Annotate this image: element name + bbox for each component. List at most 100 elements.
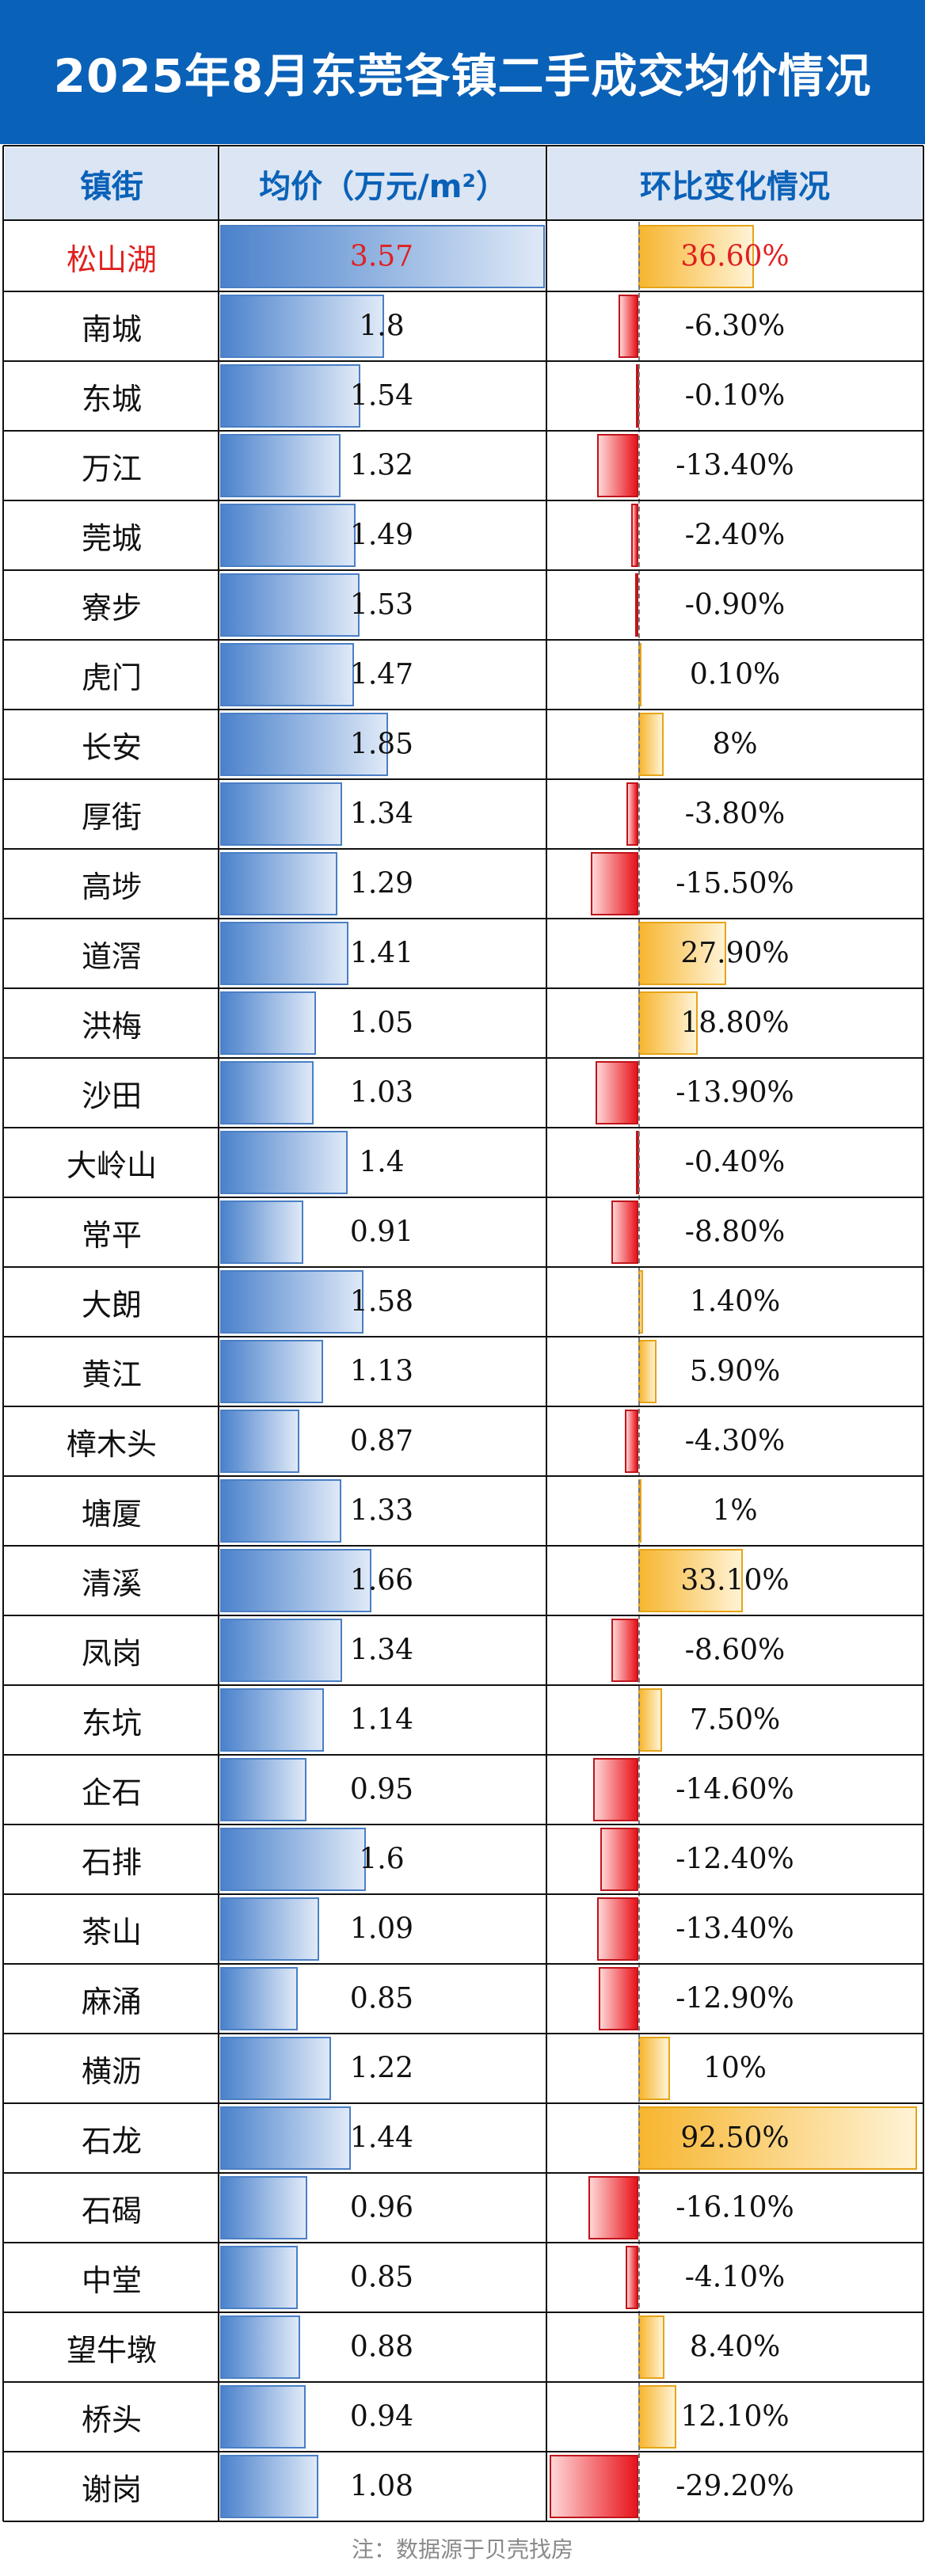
page-title: 2025年8月东莞各镇二手成交均价情况 [0,0,925,144]
price-bar [220,2455,319,2518]
grid-line [3,987,923,989]
town-name: 谢岗 [81,2471,142,2507]
town-name: 长安 [81,729,142,765]
change-bar-positive [638,922,727,985]
price-label: 3.57 [349,240,414,273]
price-bar [220,782,342,846]
price-label: 1.08 [349,2470,414,2503]
change-label: -3.80% [684,797,786,831]
price-label: 1.03 [349,1076,414,1109]
change-label: -29.20% [676,2470,794,2503]
price-label: 1.54 [349,379,414,413]
price-label: 1.53 [349,588,414,622]
town-name: 寮步 [81,590,142,626]
grid-line [3,2451,923,2452]
town-name: 常平 [81,1217,142,1253]
price-label: 0.96 [349,2191,414,2224]
price-bar [220,2037,332,2100]
change-label: -6.30% [684,310,786,343]
price-label: 1.8 [359,310,405,343]
change-bar-positive [638,1549,743,1612]
grid-line [218,146,219,2521]
grid-line [3,1754,923,1756]
grid-line [3,500,923,501]
price-bar [220,2385,306,2449]
price-bar [220,713,389,776]
change-label: -15.50% [676,867,794,900]
town-name: 黄江 [81,1356,142,1392]
price-label: 1.22 [349,2052,414,2085]
grid-line [3,1893,923,1895]
price-label: 1.85 [349,728,414,761]
change-label: 1.40% [689,1285,781,1318]
price-label: 1.14 [349,1703,414,1737]
grid-line [3,848,923,850]
price-label: 1.4 [359,1146,405,1179]
change-bar-positive [638,2037,670,2100]
price-bar [220,1897,320,1961]
change-label: -13.40% [676,1912,794,1946]
price-label: 1.49 [349,519,414,552]
change-bar-negative [611,1200,638,1264]
change-label: 33.10% [680,1564,790,1597]
town-name: 企石 [81,1775,142,1810]
town-name: 洪梅 [81,1008,142,1044]
change-bar-negative [630,504,638,567]
grid-line [3,2242,923,2243]
price-bar [220,922,348,985]
change-bar-positive [638,1688,662,1752]
grid-line [3,2521,923,2522]
change-label: 8% [712,728,758,761]
change-label: -4.30% [684,1425,786,1458]
grid-line [3,2381,923,2383]
price-bar [220,1758,307,1821]
price-bar [220,1479,341,1543]
town-name: 塘厦 [81,1496,142,1532]
price-label: 1.47 [349,658,414,691]
town-name: 大朗 [81,1287,142,1322]
grid-line [3,430,923,432]
town-name: 虎门 [81,660,142,695]
change-label: 1% [712,1494,758,1528]
town-name: 石排 [81,1844,142,1880]
change-label: -0.10% [684,379,786,413]
header-town: 镇街 [5,147,219,220]
change-bar-negative [626,782,638,846]
change-label: -2.40% [684,519,786,552]
grid-line [3,1545,923,1547]
header-price: 均价（万元/m²） [220,147,546,220]
grid-line [3,569,923,571]
grid-line [3,291,923,292]
change-label: -16.10% [676,2191,794,2224]
change-bar-negative [588,2176,638,2239]
town-name: 沙田 [81,1078,142,1113]
change-label: 36.60% [680,240,790,273]
change-label: -12.40% [676,1843,794,1876]
change-bar-negative [598,1967,638,2030]
change-bar-negative [596,1897,638,1961]
town-name: 清溪 [81,1566,142,1601]
grid-line [923,146,924,2521]
grid-line [3,1963,923,1965]
grid-line [3,1824,923,1825]
grid-line [3,219,923,221]
town-name: 中堂 [81,2262,142,2298]
price-label: 1.41 [349,937,414,970]
price-label: 0.85 [349,2261,414,2294]
price-bar [220,1200,303,1264]
change-label: 18.80% [680,1006,790,1040]
price-label: 0.87 [349,1425,414,1458]
price-label: 1.34 [349,797,414,831]
grid-line [3,1057,923,1059]
town-name: 茶山 [81,1914,142,1950]
change-bar-negative [595,1061,638,1124]
town-name: 樟木头 [66,1426,157,1462]
price-bar [220,1688,324,1752]
change-bar-negative [619,295,638,358]
grid-line [3,2172,923,2174]
town-name: 高埗 [81,869,142,904]
town-name: 厚街 [81,799,142,835]
price-bar [220,643,354,706]
change-bar-positive [638,713,664,776]
